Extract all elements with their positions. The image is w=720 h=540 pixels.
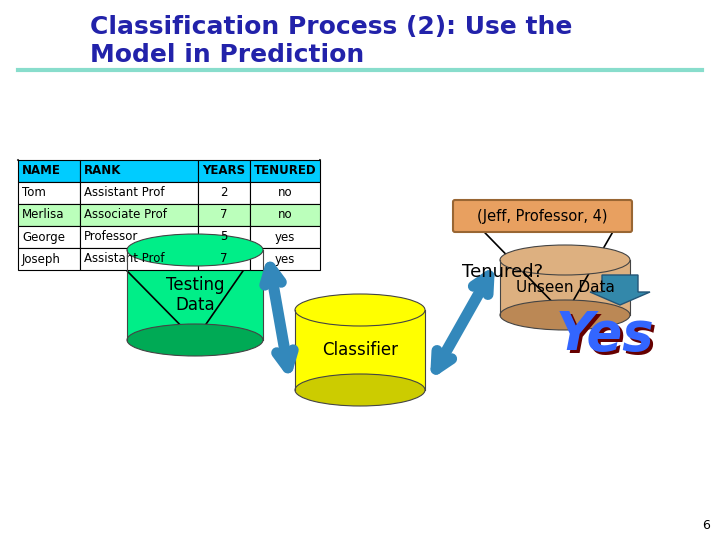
Text: (Jeff, Professor, 4): (Jeff, Professor, 4)	[477, 208, 608, 224]
Bar	[80, 182, 198, 204]
Bar	[198, 204, 250, 226]
Text: no: no	[278, 186, 292, 199]
Text: NAME: NAME	[22, 165, 61, 178]
Bar	[295, 310, 425, 390]
Ellipse shape	[295, 374, 425, 406]
Ellipse shape	[500, 245, 630, 275]
Polygon shape	[590, 275, 650, 305]
Text: Classification Process (2): Use the: Classification Process (2): Use the	[90, 15, 572, 39]
Text: Testing
Data: Testing Data	[166, 275, 224, 314]
Text: Tom: Tom	[22, 186, 46, 199]
Bar	[80, 248, 198, 270]
Ellipse shape	[127, 234, 263, 266]
Text: Unseen Data: Unseen Data	[516, 280, 614, 294]
Bar	[250, 226, 320, 248]
Text: 2: 2	[220, 186, 228, 199]
Text: Tenured?: Tenured?	[462, 263, 543, 281]
FancyBboxPatch shape	[453, 200, 632, 232]
Bar	[250, 160, 320, 182]
Text: RANK: RANK	[84, 165, 122, 178]
Text: Model in Prediction: Model in Prediction	[90, 43, 364, 67]
Ellipse shape	[500, 300, 630, 330]
Bar	[80, 160, 198, 182]
Text: Classifier: Classifier	[322, 341, 398, 359]
Text: Yes: Yes	[556, 309, 654, 361]
Bar	[18, 248, 80, 270]
Text: Merlisa: Merlisa	[22, 208, 65, 221]
Text: Professor: Professor	[84, 231, 138, 244]
Text: Yes: Yes	[559, 312, 657, 364]
Bar	[500, 260, 630, 315]
Bar	[250, 248, 320, 270]
Bar	[18, 182, 80, 204]
Text: YEARS: YEARS	[202, 165, 246, 178]
Bar	[80, 226, 198, 248]
Text: TENURED: TENURED	[253, 165, 316, 178]
Bar	[18, 226, 80, 248]
Bar	[250, 204, 320, 226]
Text: 6: 6	[702, 519, 710, 532]
Text: 7: 7	[220, 253, 228, 266]
Bar	[18, 204, 80, 226]
Ellipse shape	[127, 324, 263, 356]
Ellipse shape	[295, 294, 425, 326]
Text: 5: 5	[220, 231, 228, 244]
Bar	[250, 182, 320, 204]
Bar	[198, 182, 250, 204]
Bar	[127, 250, 263, 340]
Text: Assistant Prof: Assistant Prof	[84, 253, 164, 266]
Bar	[198, 248, 250, 270]
Bar	[18, 160, 80, 182]
Bar	[198, 160, 250, 182]
Text: yes: yes	[275, 253, 295, 266]
Bar	[80, 204, 198, 226]
Text: 7: 7	[220, 208, 228, 221]
Text: no: no	[278, 208, 292, 221]
Text: George: George	[22, 231, 65, 244]
Text: Assistant Prof: Assistant Prof	[84, 186, 164, 199]
Text: Joseph: Joseph	[22, 253, 61, 266]
Bar	[198, 226, 250, 248]
Text: yes: yes	[275, 231, 295, 244]
Text: Associate Prof: Associate Prof	[84, 208, 167, 221]
